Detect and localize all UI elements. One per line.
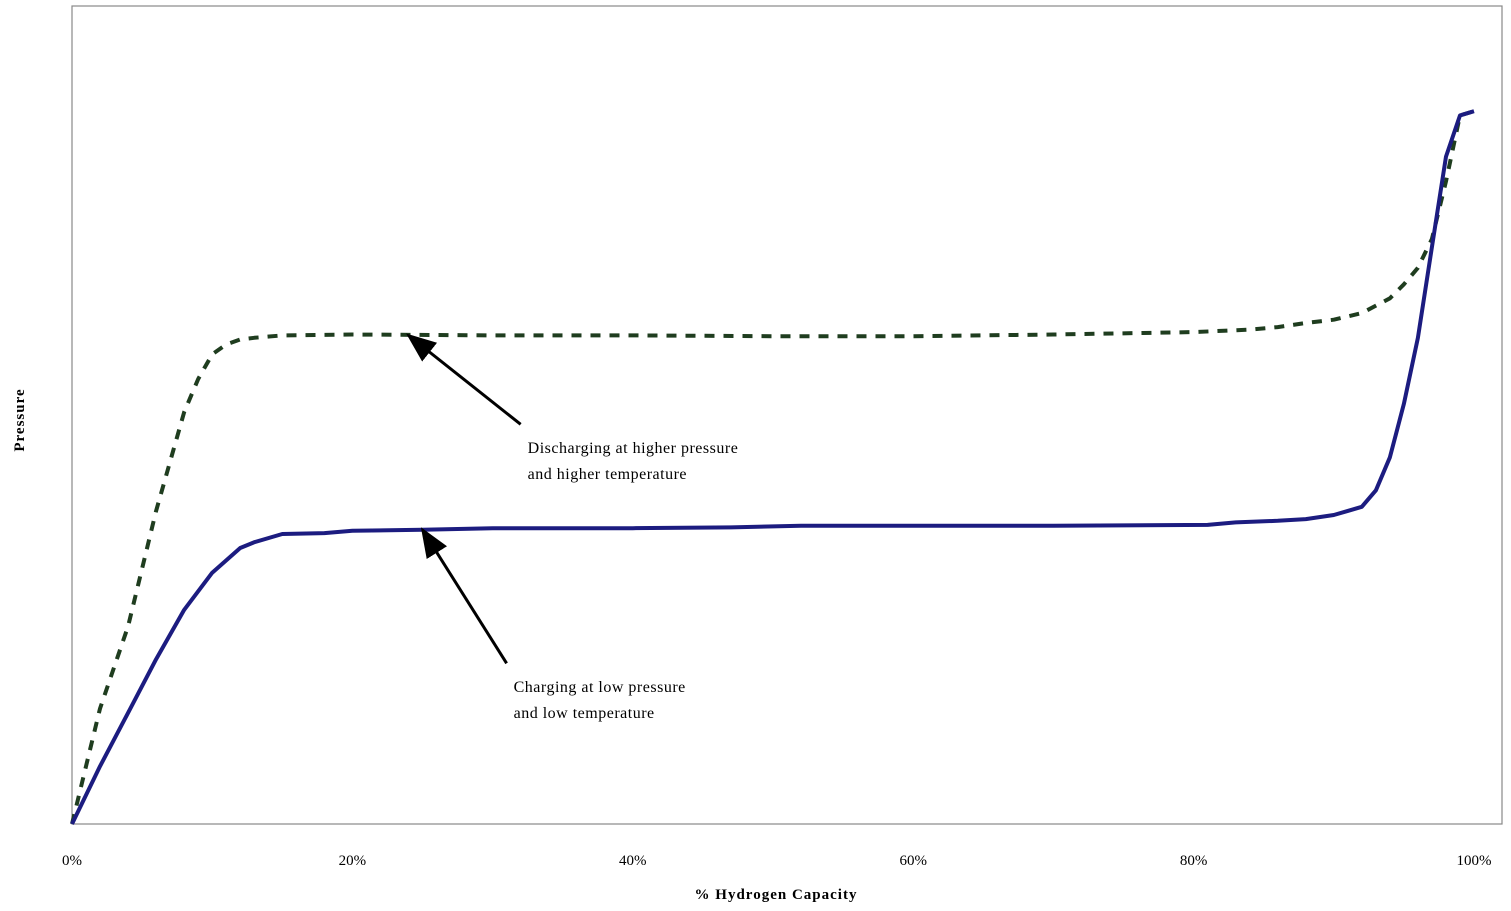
annotation-text: and low temperature [514,705,655,722]
series-layer [70,109,1475,825]
x-tick-label: 80% [1180,853,1208,869]
annotation-text: and higher temperature [528,466,687,483]
x-tick-label: 60% [899,853,927,869]
x-tick-labels: 0% 20% 40% 60% 80% 100% [62,853,1492,869]
x-axis-title: % Hydrogen Capacity [695,887,858,903]
charging-series-line [70,109,1475,825]
x-tick-label: 20% [339,853,367,869]
plot-area [71,5,1503,825]
x-tick-label: 40% [619,853,647,869]
x-tick-label: 0% [62,853,82,869]
annotation-arrow [420,527,508,665]
y-axis-title: Pressure [12,388,28,451]
discharging-series-line [70,109,1475,825]
annotation-text: Discharging at higher pressure [528,440,739,457]
annotation-text: Charging at low pressure [514,679,686,696]
annotation-layer: Discharging at higher pressure and higher… [406,333,739,722]
annotation-arrow [406,333,522,426]
x-tick-label: 100% [1457,853,1492,869]
